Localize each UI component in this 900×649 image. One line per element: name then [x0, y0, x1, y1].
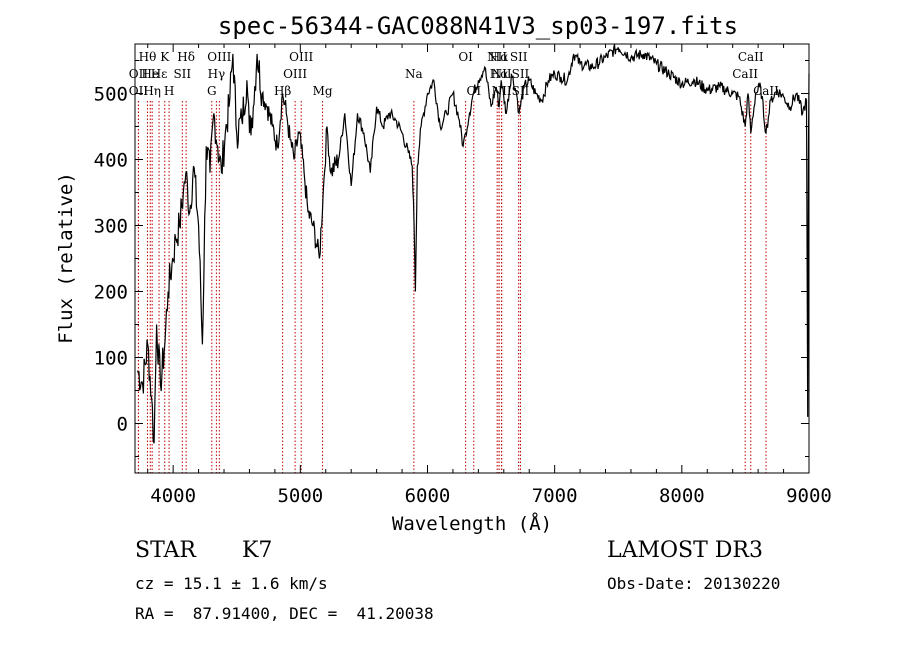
y-tick-label-2: 200: [94, 282, 128, 304]
x-tick-label-3: 7000: [532, 485, 578, 507]
x-axis-label: Wavelength (Å): [392, 512, 552, 535]
y-tick-label-3: 300: [94, 216, 128, 238]
y-tick-label-5: 500: [94, 84, 128, 106]
y-tick-label-1: 100: [94, 348, 128, 370]
line-label-9: SII: [173, 67, 191, 81]
line-label-23: NII: [492, 67, 512, 81]
line-label-0: Hθ: [139, 50, 157, 64]
y-axis-label: Flux (relative): [55, 172, 77, 344]
survey-name: LAMOST DR3: [607, 538, 763, 563]
line-label-18: OI: [458, 50, 473, 64]
redshift-readout: cz = 15.1 ± 1.6 km/s: [135, 574, 328, 593]
line-label-11: Hγ: [208, 67, 226, 81]
line-label-15: OIII: [283, 67, 307, 81]
x-tick-label-0: 4000: [150, 485, 196, 507]
coordinates-readout: RA = 87.91400, DEC = 41.20038: [135, 604, 434, 623]
x-tick-label-2: 6000: [405, 485, 451, 507]
line-label-29: CaII: [732, 67, 758, 81]
line-label-12: G: [207, 84, 217, 98]
line-label-20: NII: [487, 50, 507, 64]
observation-date: Obs-Date: 20130220: [607, 574, 781, 593]
x-tick-label-5: 9000: [786, 485, 832, 507]
y-tick-label-4: 400: [94, 150, 128, 172]
line-label-16: Mg: [313, 84, 333, 98]
line-label-1: OII: [129, 67, 149, 81]
y-tick-label-0: 0: [117, 414, 128, 436]
line-label-6: H: [164, 84, 174, 98]
x-tick-label-1: 5000: [277, 485, 323, 507]
line-label-14: OIII: [289, 50, 313, 64]
line-label-10: OIII: [207, 50, 231, 64]
line-label-30: CaII: [753, 84, 779, 98]
y-axis-ticks: 0 100 200 300 400 500: [94, 60, 809, 457]
line-label-25: SII: [512, 67, 530, 81]
line-label-3: He: [141, 67, 159, 81]
line-label-24: Hα: [490, 67, 509, 81]
line-label-5: K: [160, 50, 170, 64]
line-label-17: Na: [405, 67, 423, 81]
line-label-21: Hα: [490, 50, 509, 64]
x-axis-ticks: 4000 5000 6000 7000 8000 9000: [147, 44, 832, 507]
chart-title: spec-56344-GAC088N41V3_sp03-197.fits: [218, 12, 738, 40]
line-label-22: SII: [510, 50, 528, 64]
line-label-2: OII: [129, 84, 149, 98]
line-label-8: Hδ: [177, 50, 195, 64]
line-label-13: Hβ: [274, 84, 291, 98]
spectrum-series-line: [136, 44, 810, 444]
line-label-4: Hη: [143, 84, 161, 98]
line-label-7: Hε: [151, 67, 168, 81]
object-class: STAR: [135, 538, 196, 563]
x-tick-label-4: 8000: [659, 485, 705, 507]
line-label-28: CaII: [738, 50, 764, 64]
object-subclass: K7: [242, 538, 273, 563]
